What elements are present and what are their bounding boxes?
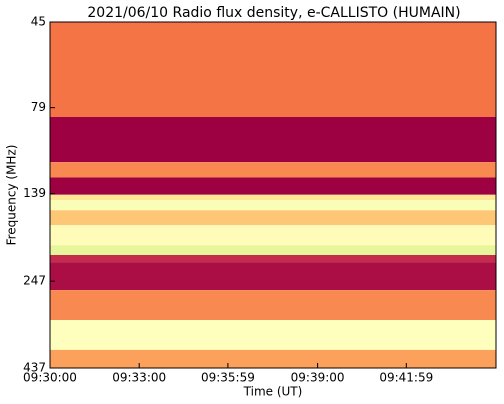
y-axis-label: Frequency (MHz)	[5, 145, 19, 246]
spectrogram-band	[50, 116, 496, 163]
x-tick-label: 09:39:00	[291, 371, 345, 385]
x-tick-label: 09:35:59	[201, 371, 255, 385]
spectrogram-band	[50, 320, 496, 350]
plot-frame	[49, 21, 497, 369]
y-tick-label: 79	[31, 100, 46, 114]
spectrogram-band	[50, 349, 496, 368]
y-tick-label: 247	[23, 274, 46, 288]
spectrogram-band	[50, 177, 496, 195]
x-tick-label: 09:33:00	[112, 371, 166, 385]
spectrogram-band	[50, 290, 496, 321]
spectrogram-band	[50, 245, 496, 256]
y-tick-label: 437	[23, 361, 46, 375]
spectrogram-band	[50, 194, 496, 201]
x-tick-label: 09:41:59	[379, 371, 433, 385]
spectrogram-band	[50, 262, 496, 291]
spectrogram-band	[50, 225, 496, 246]
x-axis-label: Time (UT)	[243, 385, 303, 399]
x-tick-label: 09:30:00	[23, 371, 77, 385]
spectrogram-band	[50, 162, 496, 178]
chart-title: 2021/06/10 Radio flux density, e-CALLIST…	[87, 5, 460, 21]
y-tick-label: 45	[31, 15, 46, 29]
spectrogram-band	[50, 255, 496, 263]
spectrogram-band	[50, 22, 496, 117]
y-tick-label: 139	[23, 186, 46, 200]
spectrogram-band	[50, 200, 496, 211]
spectrogram-band	[50, 210, 496, 226]
